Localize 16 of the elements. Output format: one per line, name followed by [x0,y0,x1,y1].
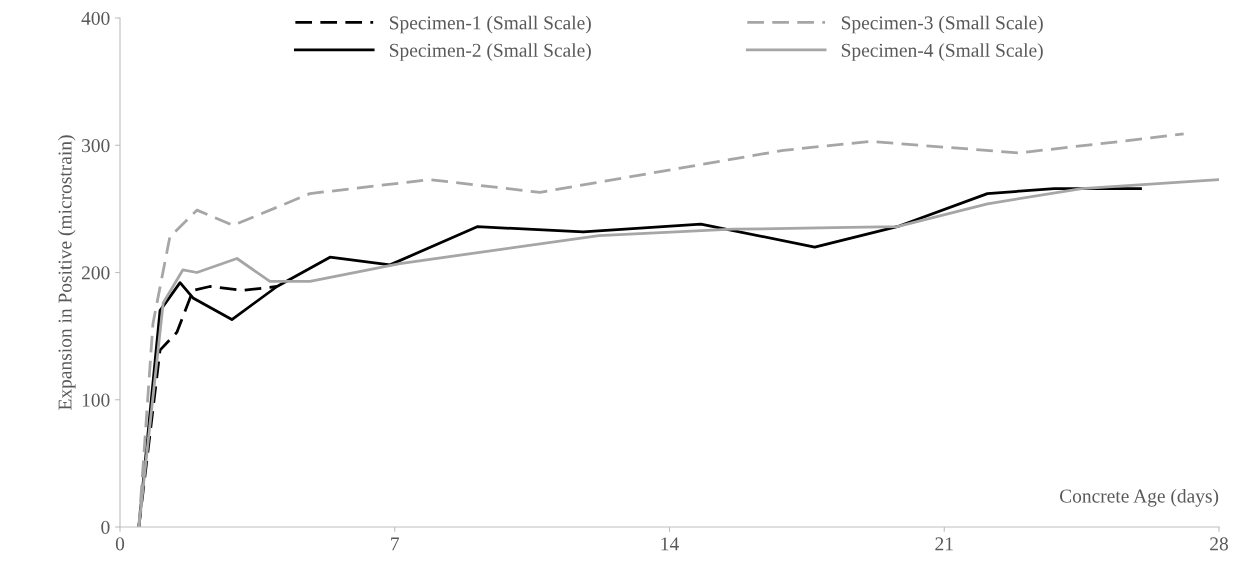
y-tick-label: 200 [81,266,110,280]
y-tick-label: 100 [82,393,110,407]
y-tick-label: 400 [81,11,110,25]
y-axis-title: Expansion in Positive (microstrain) [57,135,76,410]
x-tick-label: 28 [1210,537,1228,551]
x-tick-label: 14 [661,537,679,551]
x-tick-label: 7 [391,537,400,551]
legend-label: Specimen-4 (Small Scale) [841,43,1043,61]
legend-label: Specimen-2 (Small Scale) [390,43,591,61]
x-axis-title: Concrete Age (days) [1059,488,1219,507]
y-tick-label: 0 [101,520,110,534]
legend-label: Specimen-1 (Small Scale) [390,15,591,34]
legend-label: Specimen-3 (Small Scale) [841,15,1043,34]
x-tick-label: 0 [115,537,125,551]
x-tick-label: 21 [935,537,953,551]
y-tick-label: 300 [82,139,110,153]
